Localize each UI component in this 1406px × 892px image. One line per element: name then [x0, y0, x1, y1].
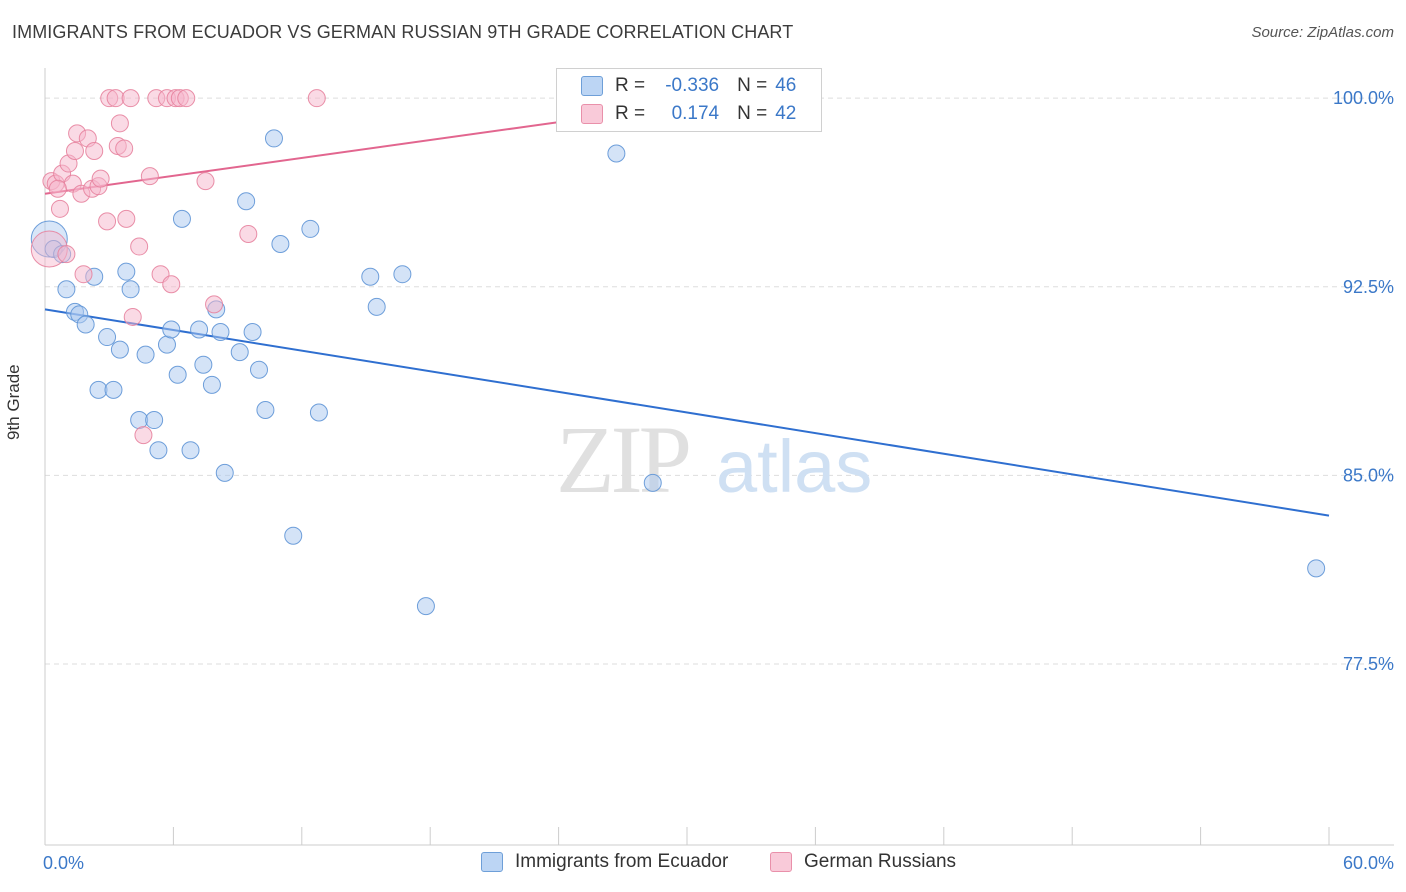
ecuador-point	[361, 267, 380, 286]
bottom-legend-german-russians: German Russians	[770, 851, 956, 873]
ecuador-point	[309, 403, 328, 422]
y-tick-label: 85.0%	[1343, 465, 1394, 485]
ecuador-point	[117, 262, 136, 281]
ecuador-point	[256, 400, 275, 419]
stats-legend: R = -0.336 N = 46 R = 0.174 N = 42	[556, 68, 822, 132]
german-russian-point	[307, 89, 326, 108]
legend-row-ecuador: R = -0.336 N = 46	[581, 74, 796, 98]
ecuador-point	[194, 355, 213, 374]
ecuador-point	[243, 323, 262, 342]
ecuador-point	[168, 365, 187, 384]
german-russian-point	[98, 212, 117, 231]
german-russian-point	[130, 237, 149, 256]
german-russian-point	[115, 139, 134, 158]
ecuador-point	[136, 345, 155, 364]
watermark-zip: ZIP	[556, 406, 689, 513]
ecuador-point	[1307, 559, 1326, 578]
bottom-legend-ecuador: Immigrants from Ecuador	[481, 851, 728, 873]
data-points	[30, 89, 1326, 616]
ecuador-point	[393, 265, 412, 284]
axes	[44, 68, 1394, 846]
tick-labels: 77.5% 85.0% 92.5% 100.0% 0.0% 60.0%	[43, 88, 1394, 873]
german-russian-point	[177, 89, 196, 108]
german-russian-point	[65, 141, 84, 160]
y-axis-label: 9th Grade	[4, 364, 23, 440]
ecuador-point	[643, 473, 662, 492]
ecuador-point	[607, 144, 626, 163]
german-russian-point	[106, 89, 125, 108]
german-russian-point	[110, 114, 129, 133]
ecuador-point	[230, 343, 249, 362]
ecuador-point	[416, 597, 435, 616]
ecuador-point	[110, 340, 129, 359]
ecuador-point	[237, 192, 256, 211]
pink-swatch	[581, 104, 603, 124]
ecuador-point	[271, 235, 290, 254]
ecuador-point	[202, 375, 221, 394]
ecuador-point	[89, 380, 108, 399]
n-label: N =	[737, 75, 768, 96]
watermark-atlas: atlas	[716, 425, 872, 508]
series-name: Immigrants from Ecuador	[515, 851, 729, 872]
ecuador-point	[130, 411, 149, 430]
y-tick-label: 100.0%	[1333, 88, 1394, 108]
ecuador-point	[181, 441, 200, 460]
x-tick-label: 0.0%	[43, 853, 84, 873]
legend-row-german-russians: R = 0.174 N = 42	[581, 102, 796, 126]
ecuador-point	[301, 219, 320, 238]
watermark: ZIP atlas	[556, 406, 872, 513]
blue-swatch	[481, 852, 503, 872]
ecuador-point	[250, 360, 268, 379]
german-russian-point	[205, 295, 224, 314]
ecuador-point	[162, 320, 181, 339]
german-russian-point	[74, 265, 93, 284]
y-tick-label: 92.5%	[1343, 277, 1394, 297]
german-russian-point	[239, 224, 258, 243]
n-value: 42	[775, 103, 797, 124]
ecuador-point	[211, 323, 230, 342]
german-russian-point	[85, 141, 104, 160]
german-russian-point	[162, 275, 181, 294]
german-russian-point	[91, 169, 110, 188]
ecuador-point	[367, 297, 386, 316]
chart-title: IMMIGRANTS FROM ECUADOR VS GERMAN RUSSIA…	[12, 22, 794, 42]
ecuador-point	[157, 335, 176, 354]
source-note: Source: ZipAtlas.com	[1251, 24, 1394, 41]
ecuador-point	[284, 526, 303, 545]
pink-swatch	[770, 852, 792, 872]
german-russian-point	[134, 426, 153, 445]
r-value: 0.174	[671, 103, 720, 124]
ecuador-point	[190, 320, 209, 339]
ecuador-point	[76, 315, 95, 334]
x-tick-label: 60.0%	[1343, 853, 1394, 873]
ecuador-point	[57, 280, 76, 299]
german-russian-point	[48, 179, 67, 198]
ecuador-point	[121, 280, 140, 299]
ecuador-trend-line	[44, 308, 1330, 517]
german-russian-point	[123, 307, 142, 326]
series-name: German Russians	[804, 851, 957, 872]
n-value: 46	[775, 75, 797, 96]
n-label: N =	[737, 103, 768, 124]
ecuador-point	[98, 328, 117, 347]
german-russian-point	[140, 167, 159, 186]
german-russian-point	[117, 209, 136, 228]
ecuador-point	[104, 380, 123, 399]
german-russian-point	[121, 89, 140, 108]
ecuador-point	[149, 441, 168, 460]
german-russian-point	[50, 199, 69, 218]
ecuador-point	[264, 129, 283, 148]
ecuador-point	[215, 463, 234, 482]
blue-swatch	[581, 76, 603, 96]
german-russian-point	[57, 245, 76, 264]
ecuador-point	[172, 209, 191, 228]
r-label: R =	[615, 103, 646, 124]
german-russian-point	[196, 172, 215, 191]
grid-lines	[45, 97, 1394, 665]
y-tick-label: 77.5%	[1343, 654, 1394, 674]
r-value: -0.336	[665, 75, 720, 96]
r-label: R =	[615, 75, 646, 96]
ecuador-point	[145, 411, 164, 430]
